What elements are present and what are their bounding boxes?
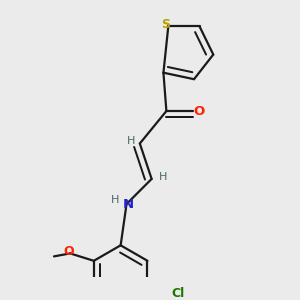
Text: S: S — [161, 18, 170, 31]
Text: Cl: Cl — [172, 287, 185, 300]
Text: O: O — [63, 245, 74, 259]
Text: H: H — [159, 172, 167, 182]
Text: O: O — [194, 105, 205, 118]
Text: N: N — [122, 197, 134, 211]
Text: H: H — [127, 136, 135, 146]
Text: H: H — [111, 196, 119, 206]
